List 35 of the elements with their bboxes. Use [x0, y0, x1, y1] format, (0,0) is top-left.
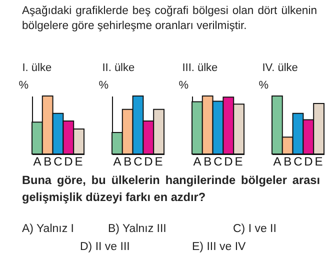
chart-title: II. ülke — [102, 62, 135, 74]
x-tick-label: A — [193, 154, 202, 168]
x-tick-label: B — [284, 154, 292, 168]
text: C) I ve II — [233, 223, 276, 235]
x-tick-label: B — [204, 154, 212, 168]
text: D) II ve III — [80, 241, 130, 253]
x-tick-label: A — [33, 154, 42, 168]
x-tick-label: A — [273, 154, 282, 168]
chart-title: I. ülke — [22, 62, 52, 74]
x-tick-label: D — [224, 154, 234, 168]
y-axis-title: % — [18, 80, 29, 92]
x-tick-label: A — [113, 154, 122, 168]
y-axis-title: % — [98, 80, 109, 92]
x-tick-label: D — [64, 154, 74, 168]
y-axis-title: % — [178, 80, 189, 92]
chart-title: III. ülke — [182, 62, 218, 74]
x-tick-label: E — [154, 154, 163, 168]
x-tick-label: C — [134, 154, 143, 168]
chart-title: IV. ülke — [262, 62, 298, 74]
x-tick-label: E — [74, 154, 83, 168]
x-tick-label: C — [294, 154, 303, 168]
y-axis-title: % — [258, 80, 269, 92]
text: A) Yalnız I — [22, 223, 74, 235]
text: Aşağıdaki grafiklerde beş coğrafi bölgesi olan dört ülkenin bölgelere göre şehirleşme oranları verilmiştir. — [22, 4, 317, 34]
x-tick-label: B — [44, 154, 52, 168]
x-tick-label: B — [124, 154, 132, 168]
text: B) Yalnız III — [108, 223, 166, 235]
text: Buna göre, bu ülkelerin hangilerinde bölgeler arası gelişmişlik düzeyi farkı en azdır? — [22, 172, 320, 206]
x-tick-label: D — [144, 154, 154, 168]
x-tick-label: E — [314, 154, 323, 168]
text: E) III ve IV — [192, 241, 246, 253]
x-tick-label: C — [54, 154, 63, 168]
x-tick-label: D — [304, 154, 314, 168]
x-tick-label: E — [234, 154, 243, 168]
x-tick-label: C — [214, 154, 223, 168]
